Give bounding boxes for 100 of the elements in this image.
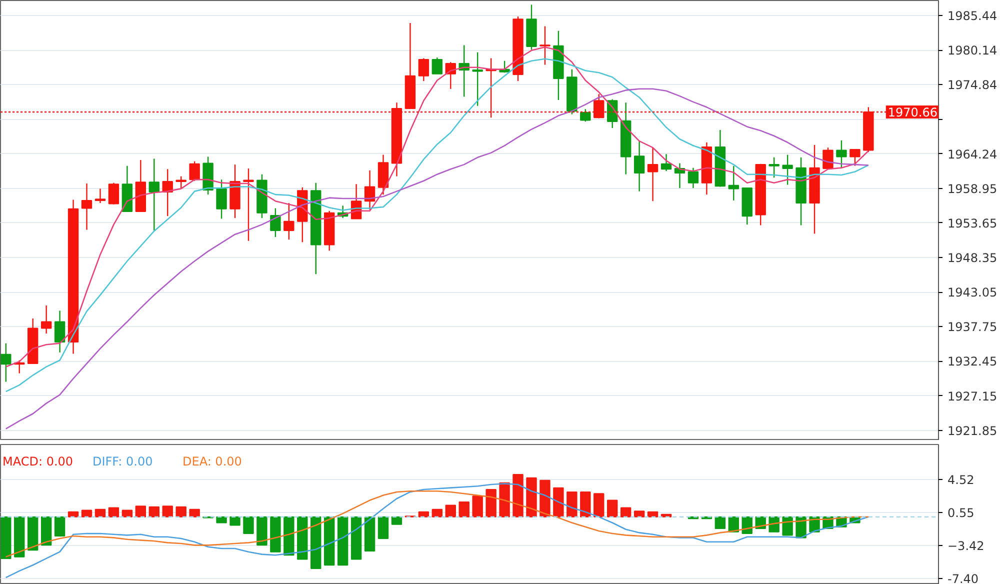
bar: [27, 516, 38, 551]
candlestick: [94, 188, 106, 204]
bar: [458, 501, 470, 518]
candlestick: [822, 147, 834, 170]
candlestick: [189, 160, 200, 182]
y-tick-label: 1974.84: [948, 78, 998, 92]
text: DIFF: 0.00: [92, 454, 153, 468]
y-tick-label: 1958.95: [948, 182, 998, 196]
bar: [472, 496, 483, 518]
bar: [122, 510, 133, 518]
candlestick: [81, 182, 92, 230]
text: MACD: 0.00: [2, 454, 74, 468]
y-tick-label: -7.40: [948, 572, 979, 584]
bar: [553, 487, 564, 518]
y-tick-label: 1980.14: [948, 44, 998, 58]
bar: [391, 516, 402, 525]
y-tick-label: 1932.45: [948, 354, 998, 369]
bar: [418, 511, 430, 518]
bar: [512, 474, 524, 518]
bar: [230, 516, 240, 526]
bar: [94, 508, 106, 518]
candlestick: [580, 108, 591, 122]
bar: [324, 516, 335, 566]
bar: [162, 506, 173, 518]
ref-line-label: 1970.66: [888, 105, 938, 120]
candlestick: [688, 167, 699, 189]
bar: [68, 511, 79, 518]
candlestick: [540, 26, 550, 66]
bar: [256, 516, 268, 546]
bar: [350, 516, 362, 560]
candlestick: [660, 154, 672, 172]
y-tick-label: 1943.05: [948, 286, 998, 300]
candlestick: [364, 170, 376, 210]
bar: [148, 506, 160, 518]
y-tick-label: 0.55: [948, 506, 974, 520]
y-tick-label: 1921.85: [948, 424, 998, 438]
bar: [647, 511, 658, 518]
bar: [634, 510, 645, 518]
bar: [176, 506, 186, 518]
bar: [594, 493, 604, 518]
y-tick-label: 1937.75: [948, 320, 998, 334]
bar: [607, 500, 618, 518]
candlestick: [284, 202, 294, 240]
line-series: [5, 490, 870, 558]
candlestick: [782, 154, 793, 186]
bar: [620, 507, 632, 518]
candlestick: [768, 156, 780, 178]
bar: [486, 488, 496, 518]
y-tick-label: 1964.24: [948, 147, 998, 162]
candlestick: [40, 304, 52, 334]
candlestick: [850, 148, 860, 166]
candlestick: [634, 140, 645, 192]
bar: [270, 516, 281, 552]
bar: [714, 516, 726, 530]
y-tick-label: 4.52: [948, 472, 974, 487]
bar: [782, 516, 793, 536]
bar: [54, 516, 66, 537]
bar: [499, 482, 510, 518]
candlestick: [836, 140, 847, 168]
bar: [284, 516, 294, 556]
y-tick-label: 1948.35: [948, 251, 998, 266]
candlestick: [472, 52, 483, 106]
y-tick-label: −3.42: [948, 538, 984, 553]
y-tick-label: 1953.65: [948, 216, 998, 230]
bar: [297, 516, 308, 560]
y-tick-label: 1927.15: [948, 389, 998, 404]
candlestick: [728, 165, 739, 202]
bar: [432, 508, 443, 518]
bar: [526, 477, 537, 518]
candlestick: [148, 158, 160, 232]
bar: [14, 516, 25, 558]
bar: [580, 491, 591, 518]
bar: [364, 516, 376, 552]
candlestick: [270, 208, 281, 238]
bar: [540, 480, 550, 518]
line-series: [5, 483, 870, 578]
bar: [108, 507, 120, 518]
bar: [135, 506, 146, 518]
bar: [216, 516, 227, 524]
candlestick: [176, 176, 186, 189]
candlestick: [0, 342, 12, 382]
bar: [310, 516, 322, 569]
candlestick: [216, 178, 227, 220]
candlestick: [54, 310, 66, 354]
candlestick: [432, 56, 443, 74]
y-tick-label: 1985.44: [948, 9, 998, 24]
candlestick: [243, 168, 254, 242]
text: DEA: 0.00: [182, 454, 242, 468]
bar: [337, 516, 348, 566]
bar: [81, 510, 92, 518]
bar: [566, 491, 578, 518]
bar: [40, 516, 52, 546]
bar: [378, 516, 389, 540]
bar: [243, 516, 254, 534]
bar: [445, 504, 456, 518]
line-series: [5, 88, 870, 430]
bar: [0, 516, 12, 559]
bar: [189, 508, 200, 518]
candlestick: [647, 147, 658, 202]
candlestick: [108, 182, 120, 205]
